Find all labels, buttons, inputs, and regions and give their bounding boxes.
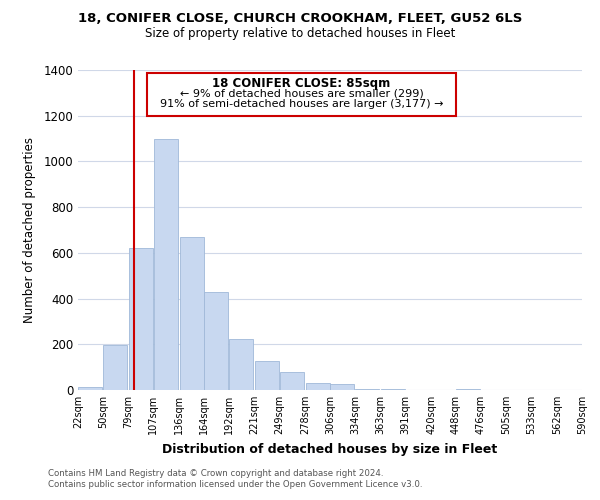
Text: 91% of semi-detached houses are larger (3,177) →: 91% of semi-detached houses are larger (… [160, 99, 443, 109]
FancyBboxPatch shape [147, 72, 456, 116]
X-axis label: Distribution of detached houses by size in Fleet: Distribution of detached houses by size … [163, 442, 497, 456]
Bar [331, 384, 355, 390]
Bar [205, 292, 229, 390]
Bar [355, 389, 379, 390]
Bar [154, 138, 178, 390]
Y-axis label: Number of detached properties: Number of detached properties [23, 137, 37, 323]
Text: Size of property relative to detached houses in Fleet: Size of property relative to detached ho… [145, 28, 455, 40]
Bar [229, 338, 253, 390]
Text: 18, CONIFER CLOSE, CHURCH CROOKHAM, FLEET, GU52 6LS: 18, CONIFER CLOSE, CHURCH CROOKHAM, FLEE… [78, 12, 522, 26]
Bar [381, 389, 405, 390]
Text: 18 CONIFER CLOSE: 85sqm: 18 CONIFER CLOSE: 85sqm [212, 78, 391, 90]
Text: Contains public sector information licensed under the Open Government Licence v3: Contains public sector information licen… [48, 480, 422, 489]
Text: Contains HM Land Registry data © Crown copyright and database right 2024.: Contains HM Land Registry data © Crown c… [48, 468, 383, 477]
Bar [79, 386, 103, 390]
Bar [103, 346, 127, 390]
Bar [129, 248, 153, 390]
Bar [305, 383, 329, 390]
Bar [255, 362, 279, 390]
Bar [457, 389, 481, 390]
Text: ← 9% of detached houses are smaller (299): ← 9% of detached houses are smaller (299… [180, 88, 424, 99]
Bar [280, 372, 304, 390]
Bar [179, 237, 203, 390]
